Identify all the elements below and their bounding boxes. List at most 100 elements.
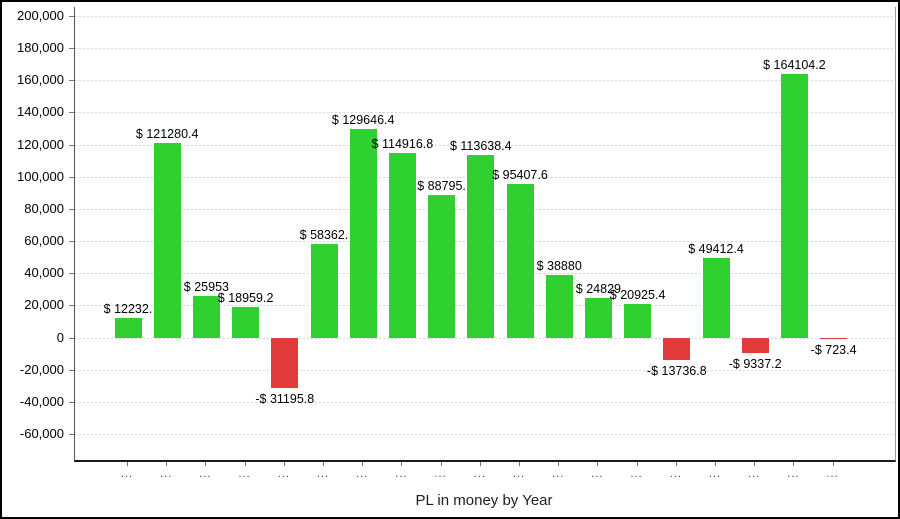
y-axis-tick bbox=[69, 401, 74, 403]
y-axis-tick bbox=[69, 80, 74, 82]
y-axis-tick-label: 200,000 bbox=[17, 8, 64, 23]
gridline bbox=[75, 48, 895, 50]
bar-value-label: -$ 13736.8 bbox=[646, 363, 707, 378]
y-axis-tick-label: 140,000 bbox=[17, 104, 64, 120]
x-axis-tick-label: ... bbox=[316, 468, 330, 480]
y-axis-tick bbox=[69, 144, 74, 146]
y-axis-tick-label: -40,000 bbox=[19, 393, 64, 409]
bar bbox=[584, 297, 612, 338]
bar-value-label: $ 20925.4 bbox=[609, 287, 666, 302]
x-axis-tick bbox=[244, 462, 246, 466]
x-axis-tick bbox=[479, 462, 481, 466]
x-axis-tick bbox=[675, 462, 677, 466]
gridline bbox=[75, 369, 895, 371]
bar bbox=[467, 154, 495, 338]
y-axis-tick bbox=[69, 273, 74, 275]
x-axis-tick-label: ... bbox=[199, 468, 212, 480]
gridline bbox=[75, 144, 895, 146]
y-axis-tick-label: 120,000 bbox=[17, 136, 64, 152]
x-axis-tick-label: ... bbox=[120, 468, 134, 480]
x-axis-tick bbox=[832, 462, 834, 466]
x-axis-tick-label: ... bbox=[473, 468, 486, 480]
x-axis-tick-label: ... bbox=[160, 468, 173, 480]
bar-value-label: $ 38880 bbox=[536, 259, 582, 274]
y-axis-tick bbox=[69, 112, 74, 114]
y-axis-tick bbox=[69, 337, 74, 339]
bar-value-label: $ 24829 bbox=[575, 281, 621, 296]
y-axis-tick bbox=[69, 434, 74, 435]
y-axis-tick bbox=[69, 208, 74, 210]
y-axis-tick-label: 60,000 bbox=[24, 233, 64, 249]
x-axis-tick-label: ... bbox=[434, 468, 447, 480]
bar bbox=[388, 152, 416, 338]
bar-value-label: $ 129646.4 bbox=[331, 113, 395, 128]
x-axis-tick bbox=[166, 462, 168, 466]
gridline bbox=[75, 401, 895, 403]
bar bbox=[820, 337, 848, 340]
bar-value-label: $ 25953 bbox=[183, 279, 229, 294]
bar-value-label: -$ 723.4 bbox=[810, 343, 857, 358]
x-axis-tick bbox=[440, 462, 442, 466]
bar bbox=[428, 194, 456, 338]
x-axis-tick bbox=[636, 462, 638, 466]
y-axis-tick-label: -20,000 bbox=[19, 361, 64, 377]
x-axis-tick bbox=[362, 462, 364, 466]
y-axis-tick-label: -60,000 bbox=[19, 426, 64, 441]
x-axis-tick-label: ... bbox=[277, 468, 290, 480]
x-axis-tick-label: ... bbox=[748, 468, 761, 480]
bar bbox=[153, 142, 181, 338]
gridline bbox=[75, 337, 895, 339]
bar bbox=[192, 295, 220, 338]
x-axis-tick bbox=[127, 462, 128, 466]
y-axis-tick-label: 0 bbox=[56, 329, 64, 345]
y-axis-tick bbox=[69, 369, 74, 371]
bar-value-label: $ 18959.2 bbox=[217, 291, 274, 306]
bar bbox=[663, 337, 691, 360]
bar bbox=[780, 73, 808, 338]
gridline bbox=[75, 80, 895, 82]
x-axis-tick-label: ... bbox=[238, 468, 251, 480]
bar bbox=[232, 307, 260, 338]
x-axis-tick bbox=[597, 462, 599, 466]
x-axis-tick-label: ... bbox=[512, 468, 526, 480]
bar-value-label: $ 12232. bbox=[103, 301, 153, 316]
bar-value-label: $ 58362. bbox=[299, 227, 349, 242]
x-axis-tick-label: ... bbox=[356, 468, 369, 480]
y-axis-tick bbox=[69, 241, 74, 243]
bar-value-label: $ 121280.4 bbox=[135, 126, 199, 141]
y-axis-tick-label: 80,000 bbox=[24, 200, 64, 216]
x-axis-tick bbox=[754, 462, 756, 466]
gridline bbox=[75, 434, 895, 435]
bar-value-label: $ 164104.2 bbox=[763, 57, 826, 72]
bar bbox=[114, 317, 142, 338]
y-axis-tick-label: 40,000 bbox=[24, 265, 64, 281]
x-axis-tick-label: ... bbox=[591, 468, 604, 480]
x-axis-title: PL in money by Year bbox=[415, 492, 553, 509]
bar-value-label: $ 113638.4 bbox=[449, 138, 512, 153]
x-axis-tick bbox=[519, 462, 520, 466]
bar bbox=[310, 243, 338, 338]
bar bbox=[271, 337, 299, 388]
gridline bbox=[75, 112, 895, 114]
bar-value-label: -$ 31195.8 bbox=[255, 391, 315, 406]
x-axis-tick bbox=[323, 462, 324, 466]
x-axis-tick-label: ... bbox=[708, 468, 722, 480]
x-axis-tick-label: ... bbox=[630, 468, 643, 480]
y-axis-tick-label: 160,000 bbox=[17, 72, 64, 88]
y-axis-tick-label: 180,000 bbox=[17, 40, 64, 56]
x-axis-tick bbox=[401, 462, 403, 466]
bar bbox=[741, 337, 769, 353]
y-axis-tick bbox=[69, 48, 74, 50]
x-axis-tick-label: ... bbox=[826, 468, 839, 480]
bar bbox=[349, 129, 377, 338]
x-axis-tick bbox=[205, 462, 207, 466]
x-axis-tick bbox=[558, 462, 560, 466]
bar bbox=[624, 303, 652, 338]
bar-value-label: -$ 9337.2 bbox=[728, 356, 782, 371]
bar-value-label: $ 88795. bbox=[417, 178, 466, 193]
x-axis-tick bbox=[793, 462, 795, 466]
x-axis-tick-label: ... bbox=[669, 468, 682, 480]
gridline bbox=[75, 16, 895, 17]
y-axis-tick bbox=[69, 305, 74, 307]
